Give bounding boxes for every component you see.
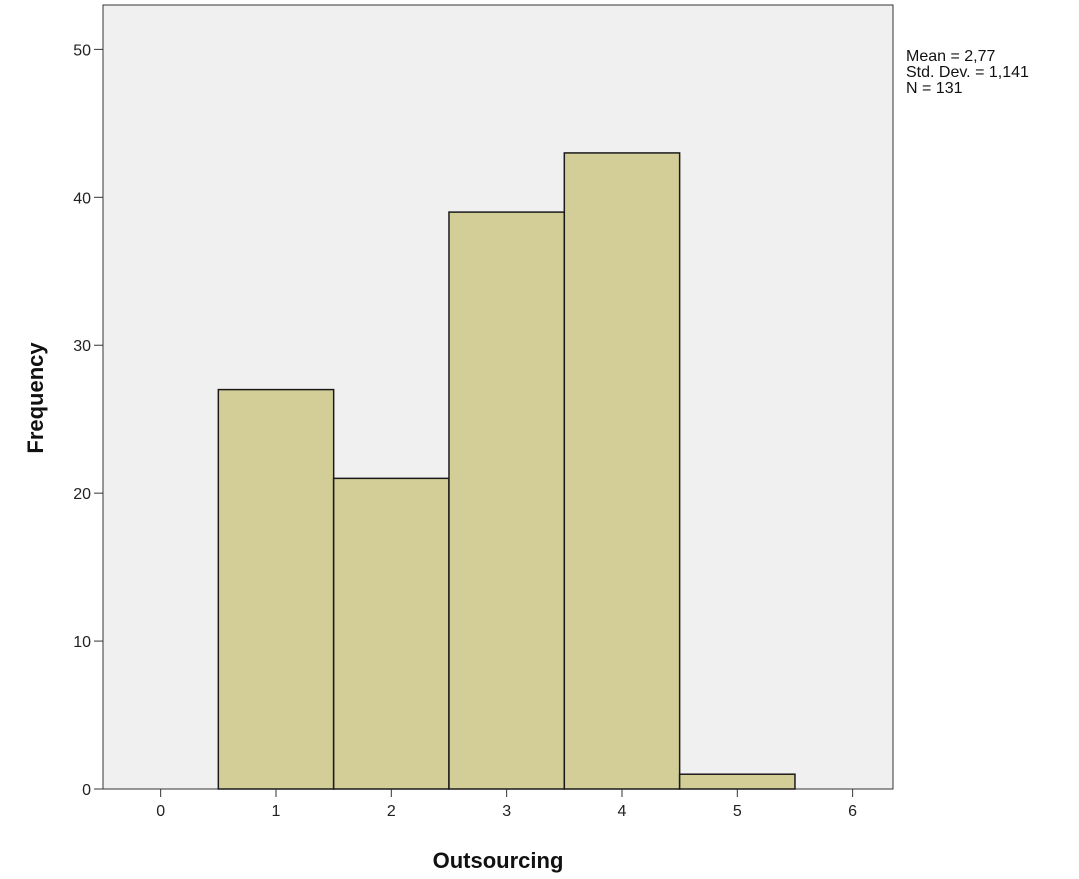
y-tick-label: 0 (82, 782, 91, 799)
y-tick-label: 50 (73, 42, 91, 59)
histogram-bar-3 (448, 211, 566, 790)
x-axis: 0 1 2 3 4 5 6 (156, 789, 857, 820)
summary-statistics: Mean = 2,77 Std. Dev. = 1,141 N = 131 (906, 49, 1029, 97)
x-tick-label: 5 (733, 803, 742, 820)
x-tick-label: 0 (156, 803, 165, 820)
x-tick-label: 6 (848, 803, 857, 820)
x-tick-label: 1 (272, 803, 281, 820)
std-dev-stat: Std. Dev. = 1,141 (906, 64, 1029, 81)
y-axis-title: Frequency (23, 342, 48, 454)
n-stat: N = 131 (906, 80, 963, 97)
y-tick-label: 20 (73, 486, 91, 503)
y-tick-label: 10 (73, 634, 91, 651)
x-tick-label: 2 (387, 803, 396, 820)
histogram-bar-2 (332, 477, 450, 790)
x-axis-title: Outsourcing (433, 848, 564, 873)
x-tick-label: 4 (618, 803, 627, 820)
histogram-bar-1 (217, 388, 335, 790)
mean-stat: Mean = 2,77 (906, 48, 996, 65)
histogram-bar-5 (678, 773, 796, 790)
bars-group (217, 152, 796, 790)
histogram-bar-4 (563, 152, 681, 790)
x-tick-label: 3 (502, 803, 511, 820)
y-axis: 0 10 20 30 40 50 (73, 42, 103, 799)
y-tick-label: 40 (73, 190, 91, 207)
y-tick-label: 30 (73, 338, 91, 355)
